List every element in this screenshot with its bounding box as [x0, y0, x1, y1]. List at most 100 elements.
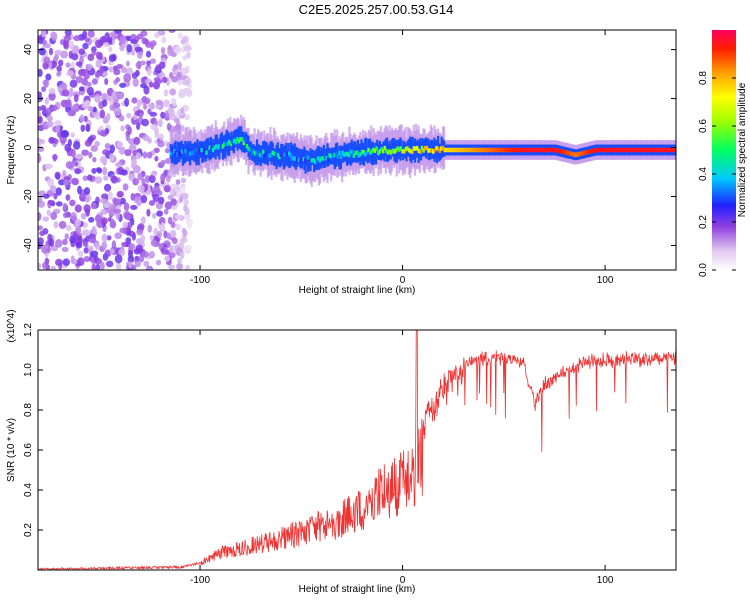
- heatmap-noise-blob: [70, 255, 75, 264]
- heatmap-y-tick-label: 40: [23, 44, 34, 56]
- heatmap-ridge-core: [633, 147, 636, 153]
- heatmap-noise-blob: [170, 97, 176, 104]
- heatmap-ridge-core: [542, 147, 545, 153]
- heatmap-noise-blob: [39, 230, 46, 236]
- heatmap-ridge-core: [181, 149, 184, 154]
- heatmap-noise-blob: [65, 161, 74, 169]
- heatmap-ridge-core: [257, 150, 260, 155]
- heatmap-ridge-core: [599, 147, 602, 153]
- heatmap-noise-blob: [46, 120, 54, 128]
- heatmap-ridge-core: [341, 150, 344, 155]
- heatmap-noise-blob: [163, 89, 169, 97]
- heatmap-ridge-core: [365, 150, 369, 155]
- heatmap-noise-blob: [163, 208, 169, 215]
- heatmap-ridge-core: [190, 150, 194, 156]
- heatmap-ridge-core: [600, 147, 604, 153]
- heatmap-ridge-core: [487, 147, 490, 153]
- heatmap-ridge-core: [224, 141, 228, 146]
- heatmap-ridge-core: [500, 147, 503, 153]
- heatmap-noise-blob: [152, 193, 160, 203]
- heatmap-noise-blob: [63, 179, 70, 187]
- heatmap-ridge-band: [293, 143, 296, 168]
- heatmap-ridge-band: [300, 151, 304, 169]
- heatmap-ridge-core: [396, 146, 399, 151]
- heatmap-ridge-core: [594, 148, 597, 153]
- heatmap-noise-blob: [141, 177, 146, 185]
- heatmap-noise-blob: [94, 242, 101, 250]
- heatmap-noise-blob: [85, 123, 91, 132]
- heatmap-noise-blob: [90, 145, 99, 152]
- heatmap-noise-blob: [123, 202, 130, 211]
- heatmap-ridge-core: [590, 148, 594, 154]
- heatmap-noise-blob: [115, 77, 120, 83]
- heatmap-ridge-core: [229, 141, 232, 146]
- heatmap-ridge-core: [605, 147, 608, 153]
- heatmap-ridge-core: [370, 149, 373, 154]
- heatmap-ridge-band: [418, 138, 421, 159]
- heatmap-ridge-core: [579, 151, 582, 156]
- heatmap-noise-blob: [63, 212, 69, 219]
- heatmap-noise-blob: [179, 74, 187, 80]
- heatmap-noise-blob: [90, 250, 99, 258]
- heatmap-noise-blob: [61, 246, 69, 252]
- heatmap-ridge-core: [563, 150, 566, 155]
- heatmap-noise-blob: [149, 234, 155, 241]
- heatmap-noise-blob: [167, 195, 174, 200]
- heatmap-ridge-core: [184, 148, 187, 154]
- heatmap-noise-blob: [114, 30, 122, 35]
- heatmap-noise-blob: [181, 88, 190, 96]
- heatmap-ridge-core: [474, 147, 477, 153]
- heatmap-noise-blob: [94, 214, 102, 223]
- heatmap-noise-blob: [60, 50, 68, 59]
- heatmap-noise-blob: [81, 149, 89, 156]
- heatmap-noise-blob: [111, 90, 119, 100]
- heatmap-noise-blob: [53, 221, 59, 229]
- heatmap-noise-blob: [47, 178, 54, 187]
- heatmap-noise-blob: [147, 67, 152, 76]
- heatmap-noise-blob: [156, 210, 164, 217]
- heatmap-ridge-core: [245, 144, 249, 149]
- heatmap-ridge-core: [260, 153, 263, 158]
- heatmap-noise-blob: [102, 42, 110, 48]
- heatmap-noise-blob: [171, 204, 178, 211]
- heatmap-noise-blob: [174, 46, 182, 55]
- heatmap-ridge-core: [475, 147, 479, 153]
- heatmap-ridge-core: [172, 149, 176, 154]
- heatmap-noise-blob: [171, 76, 178, 83]
- heatmap-noise-blob: [48, 47, 54, 56]
- heatmap-ridge-band: [172, 146, 175, 162]
- heatmap-ridge-core: [535, 147, 539, 153]
- heatmap-noise-blob: [95, 39, 103, 49]
- heatmap-noise-blob: [115, 262, 122, 270]
- heatmap-noise-blob: [87, 174, 93, 181]
- heatmap-noise-blob: [128, 243, 136, 251]
- heatmap-noise-blob: [91, 78, 98, 85]
- heatmap-ridge-core: [187, 148, 190, 153]
- heatmap-ridge-core: [226, 141, 229, 146]
- heatmap-ridge-core: [302, 156, 305, 162]
- heatmap-ridge-core: [642, 147, 646, 153]
- heatmap-noise-blob: [88, 235, 97, 244]
- heatmap-ridge-core: [315, 157, 318, 163]
- heatmap-noise-blob: [134, 46, 143, 53]
- heatmap-ridge-core: [509, 147, 513, 153]
- heatmap-noise-blob: [182, 80, 190, 86]
- heatmap-ridge-core: [514, 147, 518, 153]
- colorbar-tick-label: 0.2: [698, 215, 709, 229]
- heatmap-noise-blob: [88, 216, 95, 223]
- heatmap-ridge-band: [307, 150, 310, 172]
- heatmap-noise-blob: [62, 169, 67, 178]
- heatmap-noise-blob: [130, 39, 138, 45]
- heatmap-ridge-core: [206, 145, 210, 150]
- heatmap-ridge-core: [652, 147, 655, 153]
- heatmap-noise-blob: [92, 157, 97, 163]
- heatmap-ridge-core: [497, 147, 500, 153]
- heatmap-noise-blob: [145, 50, 152, 58]
- heatmap-ridge-core: [466, 147, 469, 153]
- heatmap-noise-blob: [62, 202, 68, 211]
- heatmap-ridge-core: [219, 144, 223, 149]
- heatmap-noise-blob: [181, 192, 189, 200]
- heatmap-ridge-core: [268, 153, 271, 159]
- heatmap-ridge-core: [529, 147, 532, 153]
- heatmap-noise-blob: [146, 151, 153, 159]
